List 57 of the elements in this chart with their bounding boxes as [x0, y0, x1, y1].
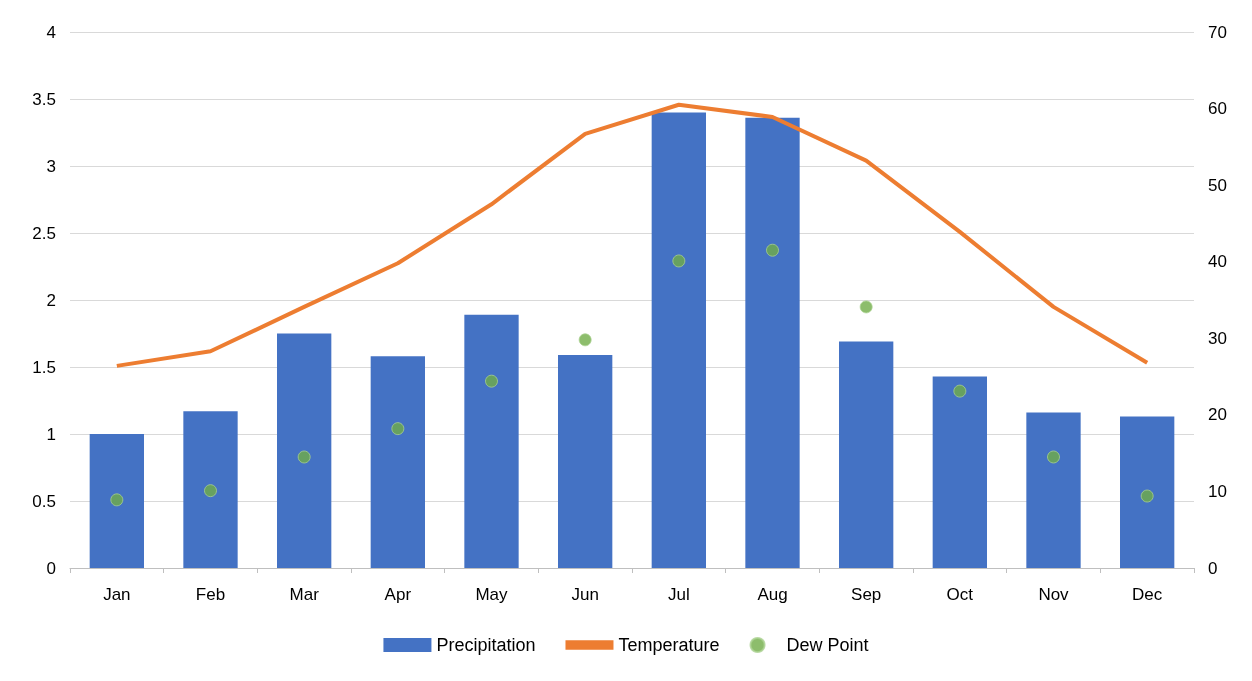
bar: [1026, 412, 1081, 568]
y2-tick-label: 20: [1208, 405, 1227, 425]
y2-tick-label: 70: [1208, 22, 1227, 42]
point: [672, 254, 686, 268]
x-tick-label: Dec: [1132, 585, 1163, 604]
point: [1047, 450, 1060, 464]
y-tick-label: 1: [46, 424, 56, 444]
y-tick-label: 3: [46, 156, 56, 176]
bar: [464, 314, 519, 568]
bar: [745, 117, 800, 568]
point: [1140, 489, 1154, 503]
bar: [932, 376, 987, 568]
y-tick-label: 1.5: [32, 357, 56, 377]
bar: [277, 333, 332, 568]
legend-label: Dew Point: [786, 635, 869, 655]
x-tick-label: Jun: [571, 585, 599, 604]
x-tick-label: Mar: [289, 585, 320, 604]
y-tick-label: 3.5: [32, 89, 56, 109]
y2-tick-label: 50: [1208, 175, 1227, 195]
y2-tick-label: 30: [1208, 328, 1227, 348]
x-tick-label: Jan: [103, 585, 131, 604]
bar: [89, 434, 144, 568]
x-tick-label: Sep: [851, 585, 882, 604]
point: [766, 243, 779, 257]
point: [391, 422, 405, 436]
x-tick-label: May: [475, 585, 509, 604]
y-tick-label: 2.5: [32, 223, 56, 243]
point: [297, 450, 311, 464]
x-tick-label: Jul: [667, 585, 690, 604]
y2-tick-label: 60: [1208, 99, 1227, 119]
point: [859, 300, 873, 314]
bar: [651, 112, 706, 568]
x-tick-label: Apr: [384, 585, 412, 604]
legend-label: Temperature: [618, 635, 720, 655]
bar: [1120, 416, 1175, 568]
y-tick-label: 2: [46, 290, 56, 310]
point: [110, 493, 124, 507]
point: [204, 484, 217, 498]
bar: [558, 354, 613, 568]
x-tick-label: Aug: [757, 585, 788, 604]
y-tick-label: 0.5: [32, 491, 56, 511]
bar: [183, 411, 238, 568]
point: [578, 333, 592, 347]
line-series: [114, 102, 1150, 368]
y-tick-label: 0: [46, 558, 56, 578]
y2-tick-label: 0: [1208, 558, 1218, 578]
bar: [370, 356, 425, 568]
y2-tick-label: 40: [1208, 252, 1227, 272]
bar: [839, 341, 894, 568]
point: [953, 384, 967, 398]
x-tick-label: Nov: [1038, 585, 1070, 604]
x-tick-label: Oct: [946, 585, 974, 604]
x-tick-label: Feb: [195, 585, 226, 604]
point: [485, 374, 498, 388]
y-tick-label: 4: [46, 22, 56, 42]
legend-label: Precipitation: [436, 635, 536, 655]
y2-tick-label: 10: [1208, 481, 1227, 501]
